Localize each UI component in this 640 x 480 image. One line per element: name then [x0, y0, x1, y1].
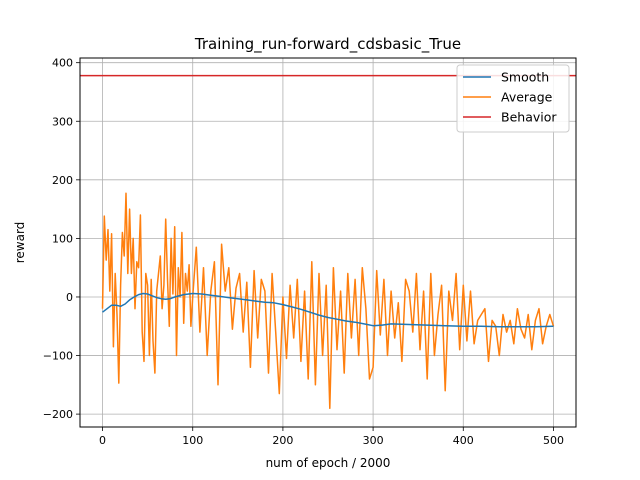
plot-frame — [79, 57, 577, 428]
y-tick-label: 0 — [66, 291, 73, 304]
legend-box — [456, 64, 570, 133]
series-line-average — [101, 192, 555, 410]
legend-label: Average — [501, 90, 553, 105]
y-axis-label: reward — [13, 222, 27, 264]
x-axis-label: num of epoch / 2000 — [266, 456, 391, 470]
legend-label: Smooth — [501, 70, 549, 85]
x-tick-label: 200 — [272, 434, 293, 447]
legend: Smooth Average Behavior — [456, 64, 570, 133]
x-tick-label: 500 — [543, 434, 564, 447]
y-tick-label: 400 — [52, 57, 73, 70]
x-tick-label: 100 — [182, 434, 203, 447]
legend-label: Behavior — [501, 110, 557, 125]
y-tick-label: −200 — [43, 408, 73, 421]
y-tick-label: 200 — [52, 174, 73, 187]
x-tick-label: 300 — [363, 434, 384, 447]
y-tick-label: 300 — [52, 115, 73, 128]
chart-title: Training_run-forward_cdsbasic_True — [194, 35, 461, 54]
x-tick-label: 0 — [99, 434, 106, 447]
x-tick-label: 400 — [453, 434, 474, 447]
y-tick-label: 100 — [52, 232, 73, 245]
ticks: 0 100 200 300 400 500 −200 −100 0 100 200 300 400 — [43, 57, 564, 447]
series-line-smooth — [102, 292, 554, 328]
y-tick-label: −100 — [43, 350, 73, 363]
